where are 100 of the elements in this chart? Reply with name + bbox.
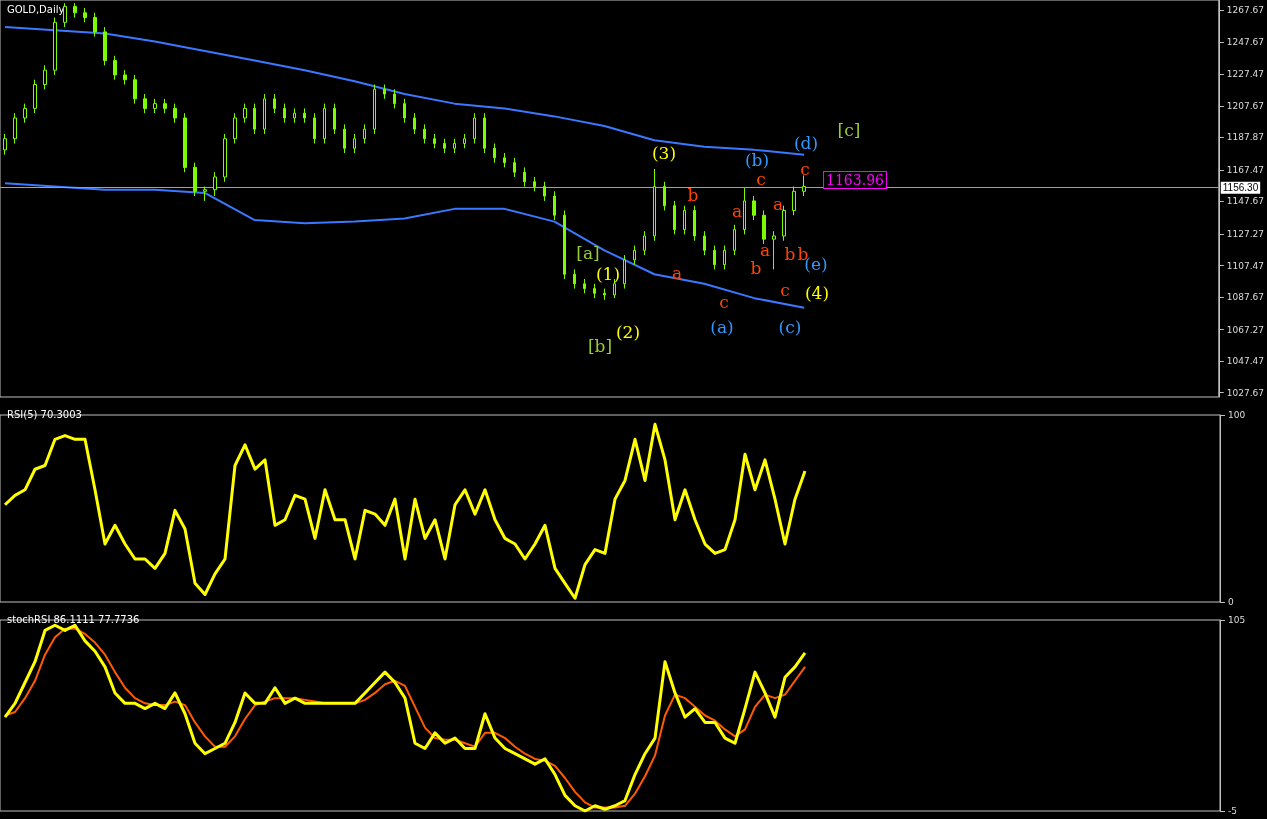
candlestick (133, 74, 137, 105)
candlestick (723, 245, 726, 270)
candlestick (53, 17, 57, 76)
candlestick (453, 138, 456, 154)
annotation: b (687, 185, 699, 205)
annotation: [c] (837, 120, 861, 140)
candlestick (653, 168, 656, 242)
candlestick (792, 186, 796, 216)
candlestick (393, 88, 396, 109)
y-tick-label: 1087.67 (1226, 292, 1264, 303)
y-tick-label: 105 (1228, 615, 1246, 625)
candlestick (143, 93, 147, 114)
candlestick (683, 205, 686, 235)
candlestick (633, 245, 636, 266)
candlestick (623, 254, 626, 290)
candlestick (263, 93, 266, 135)
candlestick (3, 133, 7, 156)
annotation: 1163.96 (826, 172, 885, 188)
candlestick (543, 181, 546, 202)
candlestick (63, 2, 67, 28)
candlestick (403, 98, 406, 124)
candlestick (563, 209, 566, 280)
candlestick (423, 123, 426, 144)
annotation: c (780, 280, 790, 300)
candlestick (13, 112, 17, 144)
y-tick-label: 1247.67 (1226, 36, 1264, 47)
candlestick (663, 181, 666, 211)
annotation: (2) (615, 322, 641, 342)
chart-title: RSI(5) 70.3003 (7, 408, 82, 420)
candlestick (33, 79, 37, 114)
candlestick (73, 2, 77, 19)
candlestick (743, 187, 746, 235)
y-tick-label: 1147.67 (1226, 196, 1264, 207)
candlestick (583, 278, 586, 294)
candlestick (103, 26, 107, 66)
candlestick (513, 157, 516, 178)
candlestick (772, 230, 776, 270)
candlestick (203, 186, 207, 202)
annotation: (b) (744, 150, 770, 170)
candlestick (253, 103, 256, 135)
candlestick (762, 209, 766, 245)
candlestick (693, 205, 696, 242)
annotation: a (731, 201, 743, 221)
candlestick (573, 268, 576, 290)
candlestick (503, 152, 506, 168)
annotation: b (784, 244, 796, 264)
candlestick (243, 103, 247, 124)
annotation: a (759, 240, 771, 260)
candlestick (533, 176, 536, 192)
chart-title: stochRSI 86.1111 77.7736 (7, 613, 140, 625)
candlestick (473, 112, 476, 144)
candlestick (123, 69, 127, 85)
y-tick-label: 1067.27 (1226, 324, 1264, 335)
candlestick (603, 288, 606, 301)
y-tick-label: -5 (1228, 806, 1237, 816)
line-series (3, 422, 807, 600)
candlestick (433, 133, 436, 149)
annotation: (1) (595, 264, 621, 284)
annotation: c (719, 292, 729, 312)
y-tick-label: 1107.47 (1226, 260, 1264, 271)
candlestick (752, 195, 756, 221)
y-tick-label: 1027.67 (1226, 387, 1264, 398)
annotation: [b] (587, 336, 613, 356)
annotation: [a] (576, 243, 600, 263)
candlestick (463, 133, 466, 149)
candlestick (443, 138, 446, 154)
y-tick-label: 1267.67 (1226, 5, 1264, 16)
candlestick (93, 12, 97, 38)
annotation: a (772, 194, 784, 214)
candlestick (733, 224, 736, 256)
candlestick (483, 112, 486, 154)
y-tick-label: 1207.67 (1226, 100, 1264, 111)
annotation: a (671, 263, 683, 283)
candlestick (113, 55, 117, 81)
candlestick (373, 84, 376, 135)
candlestick (283, 103, 286, 124)
candlestick (303, 107, 306, 124)
candlestick (333, 103, 336, 135)
annotation: c (800, 159, 810, 179)
candlestick (493, 142, 496, 164)
candlestick (413, 112, 416, 135)
candlestick (802, 174, 806, 197)
candlestick (313, 112, 316, 144)
candlestick (553, 190, 556, 221)
y-tick-label: 1047.47 (1226, 356, 1264, 367)
ref-line-label: 1156.30 (1222, 182, 1259, 194)
candlestick (343, 123, 346, 154)
candlestick (223, 133, 227, 183)
candlestick (523, 166, 526, 188)
candlestick (703, 230, 706, 256)
candlestick (713, 245, 716, 270)
candlestick (183, 112, 187, 173)
candlestick (323, 103, 326, 144)
candlestick (163, 98, 167, 114)
annotation: c (756, 169, 766, 189)
annotation: (d) (793, 133, 819, 153)
candlestick (23, 103, 27, 124)
candlestick (383, 84, 386, 100)
candlestick (173, 103, 177, 124)
candlestick (233, 112, 237, 144)
